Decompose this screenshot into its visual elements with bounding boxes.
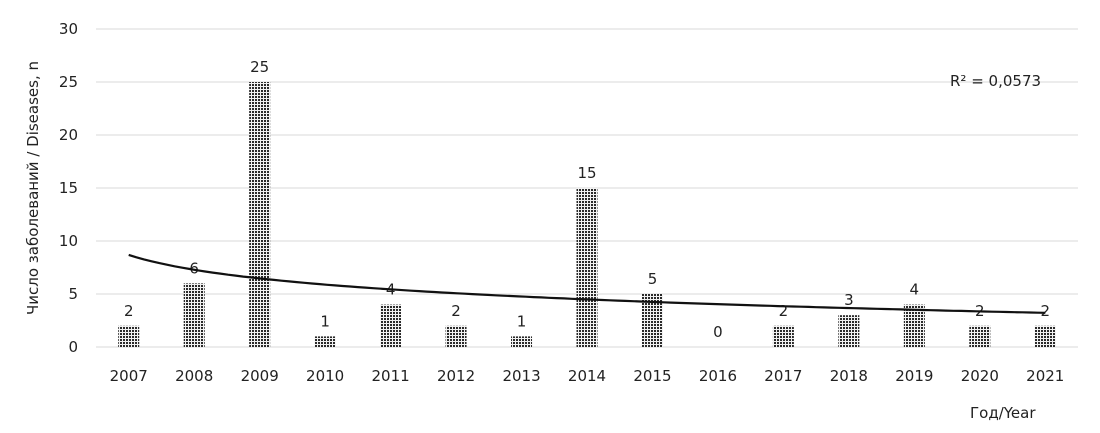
x-tick-label: 2009 — [241, 367, 279, 385]
data-label-2014: 15 — [577, 164, 596, 182]
bar-2021 — [1034, 325, 1056, 347]
x-axis-ticks: 2007 2008 2009 2010 2011 2012 2013 2014 2015 2016… — [110, 367, 1065, 385]
x-tick-label: 2014 — [568, 367, 606, 385]
data-label-2010: 1 — [320, 312, 330, 330]
x-tick-label: 2017 — [764, 367, 802, 385]
trend-line — [128, 253, 1046, 314]
bar-2017 — [772, 325, 794, 347]
x-tick-label: 2016 — [699, 367, 737, 385]
bar-2020 — [969, 325, 991, 347]
y-axis-title: Число заболеваний / Diseases, n — [24, 61, 42, 315]
y-tick-label: 15 — [59, 179, 78, 197]
bar-2018 — [838, 315, 860, 347]
bar-2007 — [118, 325, 140, 347]
data-label-2012: 2 — [451, 302, 461, 320]
r-squared-label: R² = 0,0573 — [950, 72, 1041, 90]
y-tick-label: 10 — [59, 232, 78, 250]
bar-2019 — [903, 304, 925, 347]
y-tick-label: 25 — [59, 73, 78, 91]
bar-2013 — [511, 336, 533, 347]
bar-2011 — [380, 304, 402, 347]
y-tick-label: 20 — [59, 126, 78, 144]
bar-2010 — [314, 336, 336, 347]
data-label-2009: 25 — [250, 58, 269, 76]
x-tick-label: 2015 — [633, 367, 671, 385]
bar-2012 — [445, 325, 467, 347]
x-tick-label: 2021 — [1026, 367, 1064, 385]
x-tick-label: 2013 — [502, 367, 540, 385]
bar-2015 — [641, 294, 663, 347]
x-tick-label: 2008 — [175, 367, 213, 385]
data-label-2013: 1 — [517, 312, 527, 330]
y-tick-label: 30 — [59, 20, 78, 38]
x-axis-title: Год/Year — [970, 404, 1036, 422]
data-label-2021: 2 — [1040, 302, 1050, 320]
data-label-2015: 5 — [648, 270, 658, 288]
x-tick-label: 2007 — [110, 367, 148, 385]
bar-2008 — [183, 283, 205, 347]
x-tick-label: 2011 — [372, 367, 410, 385]
x-tick-label: 2010 — [306, 367, 344, 385]
x-tick-label: 2018 — [830, 367, 868, 385]
data-label-2019: 4 — [910, 281, 920, 299]
data-label-2007: 2 — [124, 302, 134, 320]
data-label-2016: 0 — [713, 323, 723, 341]
x-tick-label: 2020 — [961, 367, 999, 385]
bar-2009 — [249, 82, 271, 347]
x-tick-label: 2012 — [437, 367, 475, 385]
bars — [118, 82, 1056, 347]
data-label-2017: 2 — [779, 302, 789, 320]
bar-2014 — [576, 188, 598, 347]
y-tick-label: 5 — [68, 285, 78, 303]
y-axis-ticks: 0 5 10 15 20 25 30 — [59, 20, 78, 356]
y-tick-label: 0 — [68, 338, 78, 356]
x-tick-label: 2019 — [895, 367, 933, 385]
data-label-2018: 3 — [844, 291, 854, 309]
data-label-2008: 6 — [189, 259, 199, 277]
